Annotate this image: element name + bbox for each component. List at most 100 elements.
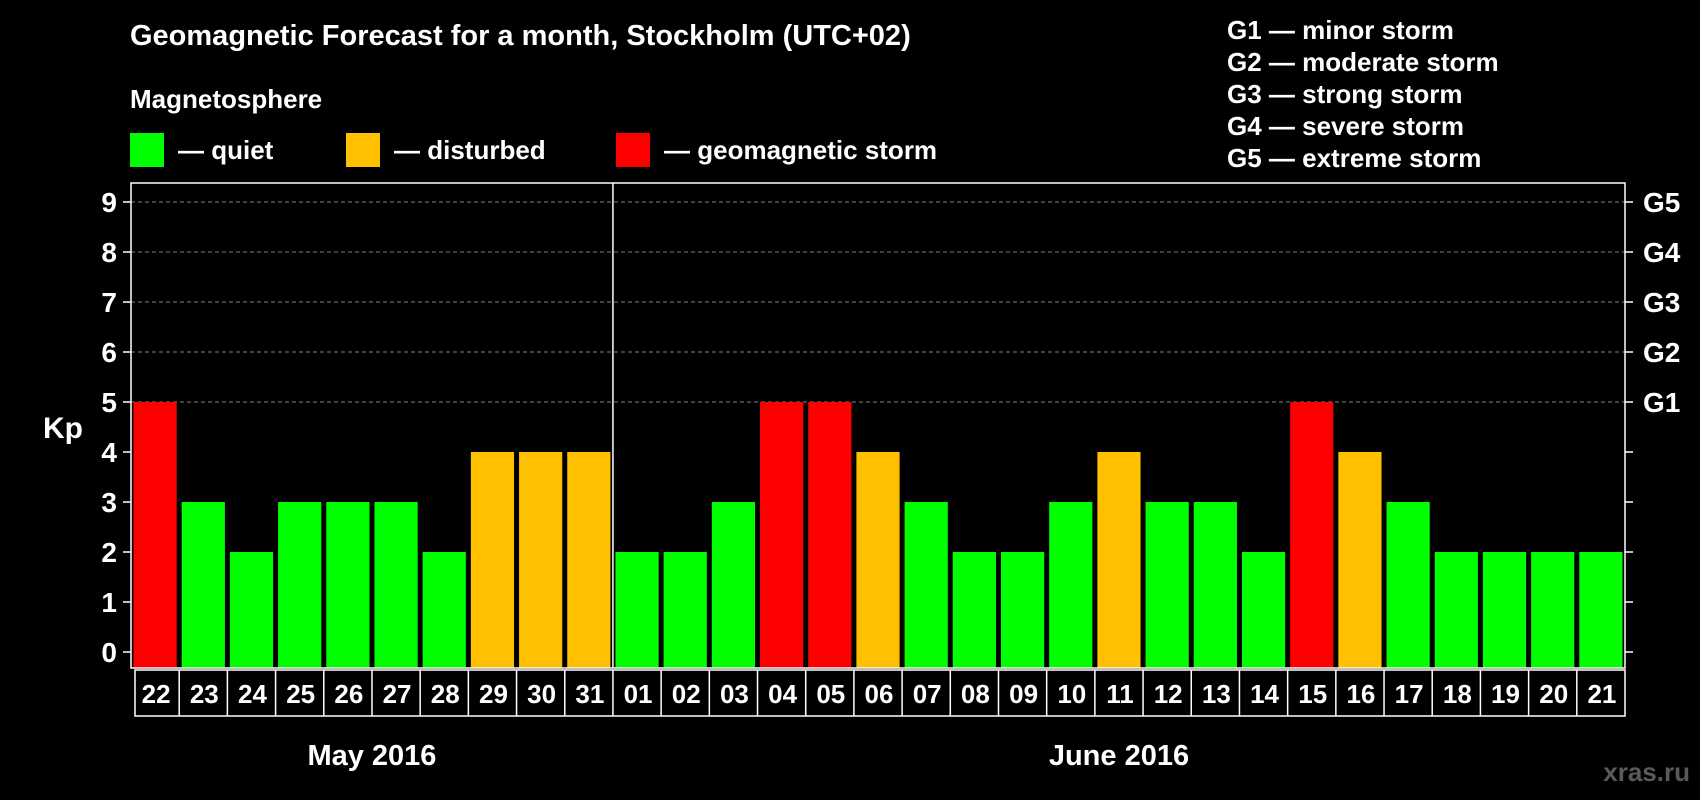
kp-bar-20	[1531, 552, 1575, 668]
y-tick-label-9: 9	[101, 187, 117, 218]
kp-bar-07	[904, 502, 948, 668]
kp-bar-17	[1386, 502, 1430, 668]
kp-bar-22	[133, 402, 177, 668]
day-label-24: 24	[238, 679, 267, 709]
day-label-06: 06	[865, 679, 894, 709]
kp-bar-16	[1338, 452, 1382, 668]
day-label-17: 17	[1395, 679, 1424, 709]
legend-label-quiet: — quiet	[178, 134, 274, 165]
day-label-08: 08	[961, 679, 990, 709]
day-label-22: 22	[142, 679, 171, 709]
y-tick-label-4: 4	[101, 437, 117, 468]
day-label-30: 30	[527, 679, 556, 709]
day-label-28: 28	[431, 679, 460, 709]
day-label-01: 01	[624, 679, 653, 709]
day-label-02: 02	[672, 679, 701, 709]
kp-bar-31	[567, 452, 611, 668]
kp-bar-13	[1193, 502, 1237, 668]
kp-bar-18	[1434, 552, 1478, 668]
day-label-26: 26	[334, 679, 363, 709]
day-label-03: 03	[720, 679, 749, 709]
plot-frame	[130, 182, 1626, 669]
y-tick-label-8: 8	[101, 237, 117, 268]
kp-bar-25	[278, 502, 322, 668]
kp-bar-09	[1000, 552, 1045, 668]
day-label-09: 09	[1009, 679, 1038, 709]
kp-bar-24	[229, 552, 274, 668]
day-label-31: 31	[575, 679, 604, 709]
storm-level-label-G1: G1	[1643, 387, 1680, 418]
storm-level-label-G3: G3	[1643, 287, 1680, 318]
y-axis-label: Kp	[43, 412, 83, 445]
y-tick-label-2: 2	[101, 537, 117, 568]
month-label-0: May 2016	[307, 740, 436, 772]
activity-legend: — quiet — disturbed — geomagnetic storm	[130, 133, 1030, 167]
kp-bar-06	[856, 452, 900, 668]
day-label-12: 12	[1154, 679, 1183, 709]
legend-subtitle: Magnetosphere	[130, 84, 323, 114]
day-label-19: 19	[1491, 679, 1520, 709]
day-label-frame	[134, 669, 1626, 717]
day-label-10: 10	[1057, 679, 1086, 709]
y-tick-label-3: 3	[101, 487, 117, 518]
y-tick-label-0: 0	[101, 637, 117, 668]
legend-swatch-quiet	[130, 133, 164, 167]
kp-bar-02	[663, 552, 707, 668]
watermark: xras.ru	[1603, 757, 1690, 787]
kp-bar-23	[181, 502, 225, 668]
kp-bar-21	[1579, 552, 1623, 668]
kp-bar-04	[760, 402, 804, 668]
kp-bar-30	[519, 452, 563, 668]
storm-scale-g3: G3 — strong storm	[1227, 79, 1463, 109]
day-label-15: 15	[1298, 679, 1327, 709]
kp-bar-19	[1482, 552, 1527, 668]
storm-scale-g5: G5 — extreme storm	[1227, 143, 1482, 173]
legend-item-quiet: — quiet	[130, 133, 273, 167]
kp-bar-03	[711, 502, 756, 668]
kp-bar-14	[1241, 552, 1286, 668]
kp-bar-01	[615, 552, 659, 668]
day-label-18: 18	[1443, 679, 1472, 709]
kp-bar-12	[1145, 502, 1189, 668]
y-tick-label-7: 7	[101, 287, 117, 318]
day-label-13: 13	[1202, 679, 1231, 709]
kp-bar-27	[374, 502, 418, 668]
kp-bar-15	[1290, 402, 1334, 668]
legend-label-storm: — geomagnetic storm	[664, 134, 938, 165]
storm-scale-g1: G1 — minor storm	[1227, 15, 1454, 45]
day-label-04: 04	[768, 679, 797, 709]
kp-bar-11	[1097, 452, 1141, 668]
day-label-25: 25	[286, 679, 315, 709]
day-label-14: 14	[1250, 679, 1279, 709]
storm-scale-g4: G4 — severe storm	[1227, 111, 1465, 141]
y-tick-label-6: 6	[101, 337, 117, 368]
month-label-1: June 2016	[1049, 740, 1189, 772]
y-tick-label-5: 5	[101, 387, 117, 418]
storm-level-label-G4: G4	[1643, 237, 1681, 268]
legend-swatch-disturbed	[346, 133, 380, 167]
chart-title: Geomagnetic Forecast for a month, Stockh…	[130, 20, 911, 52]
day-label-05: 05	[816, 679, 845, 709]
kp-bar-29	[470, 452, 515, 668]
day-label-27: 27	[383, 679, 412, 709]
day-label-29: 29	[479, 679, 508, 709]
day-label-11: 11	[1106, 679, 1134, 709]
day-label-21: 21	[1587, 679, 1616, 709]
kp-bar-10	[1049, 502, 1093, 668]
legend-label-disturbed: — disturbed	[394, 134, 546, 165]
legend-swatch-storm	[616, 133, 650, 167]
storm-scale-legend: G1 — minor storm G2 — moderate storm G3 …	[1227, 14, 1499, 174]
day-label-16: 16	[1346, 679, 1375, 709]
day-label-07: 07	[913, 679, 942, 709]
kp-bar-05	[808, 402, 852, 668]
y-tick-label-1: 1	[101, 587, 117, 618]
kp-bar-26	[326, 502, 370, 668]
kp-bar-08	[952, 552, 996, 668]
storm-level-label-G5: G5	[1643, 187, 1680, 218]
day-label-20: 20	[1539, 679, 1568, 709]
kp-bar-28	[422, 552, 466, 668]
day-label-23: 23	[190, 679, 219, 709]
legend-item-storm: — geomagnetic storm	[616, 133, 937, 167]
storm-scale-g2: G2 — moderate storm	[1227, 47, 1499, 77]
